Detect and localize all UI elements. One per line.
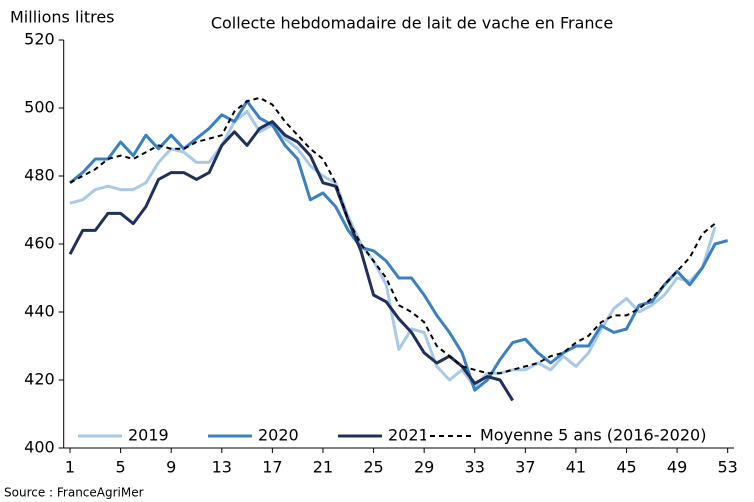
chart-title: Collecte hebdomadaire de lait de vache e… (211, 14, 613, 33)
legend-label: Moyenne 5 ans (2016-2020) (480, 426, 706, 445)
x-tick-label: 29 (414, 458, 434, 477)
y-tick-label: 420 (24, 370, 55, 389)
y-tick-label: 520 (24, 30, 55, 49)
y-tick-label: 500 (24, 98, 55, 117)
series-line (68, 120, 514, 402)
series-line (69, 96, 716, 375)
source: Source : FranceAgriMer (4, 486, 144, 500)
legend-bg (334, 425, 438, 447)
x-tick-label: 37 (515, 458, 535, 477)
legend-bg (426, 425, 718, 447)
x-tick-label: 13 (212, 458, 232, 477)
x-tick-label: 45 (616, 458, 636, 477)
legend-label: 2019 (128, 426, 169, 445)
x-tick-label: 41 (566, 458, 586, 477)
legend-bg (204, 425, 308, 447)
legend-label: 2020 (258, 426, 299, 445)
x-tick-label: 21 (313, 458, 333, 477)
x-tick-label: 1 (65, 458, 75, 477)
legend-bg (74, 425, 178, 447)
y-tick-label: 440 (24, 302, 55, 321)
series-line (69, 99, 729, 392)
x-tick-label: 17 (262, 458, 282, 477)
y-tick-label: 480 (24, 166, 55, 185)
x-tick-label: 25 (363, 458, 383, 477)
y-axis-label: Millions litres (10, 8, 115, 27)
x-tick-label: 33 (465, 458, 485, 477)
x-tick-label: 49 (667, 458, 687, 477)
legend-label: 2021 (388, 426, 429, 445)
series-line (69, 109, 717, 389)
x-tick-label: 53 (717, 458, 737, 477)
y-tick-label: 460 (24, 234, 55, 253)
y-tick-label: 400 (24, 438, 55, 457)
x-tick-label: 5 (116, 458, 126, 477)
x-tick-label: 9 (166, 458, 176, 477)
